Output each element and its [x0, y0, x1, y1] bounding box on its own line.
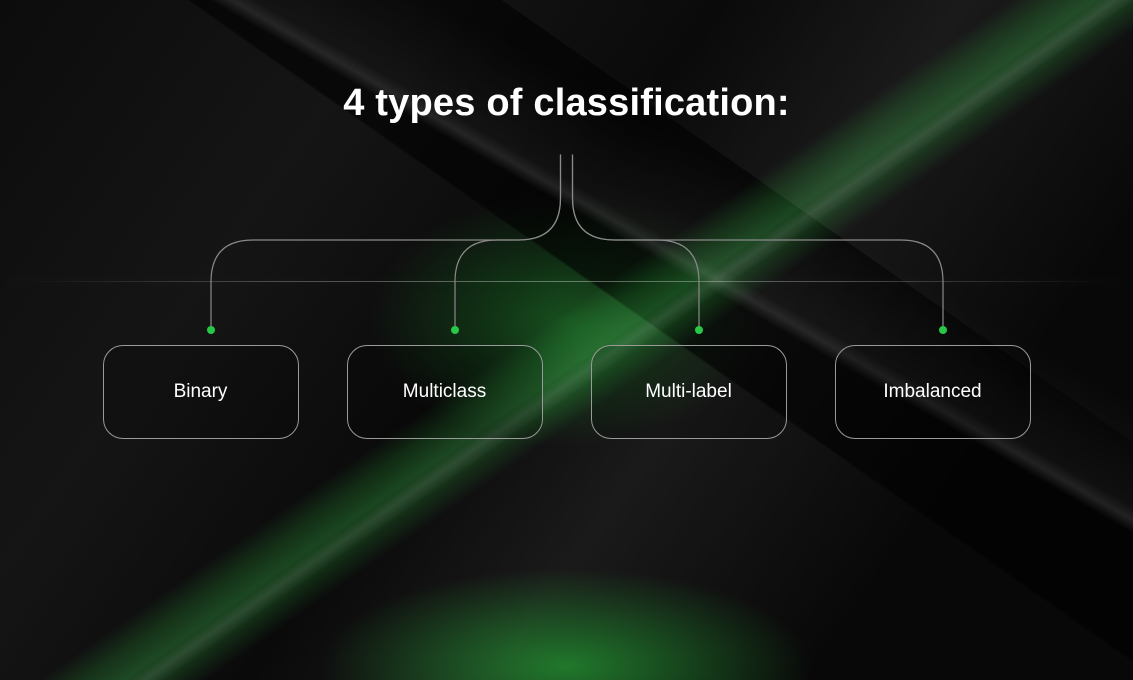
- connector-path: [455, 155, 561, 330]
- connector-path: [211, 155, 561, 330]
- connector-dot: [695, 326, 703, 334]
- connector-path: [573, 155, 700, 330]
- diagram-title: 4 types of classification:: [0, 82, 1133, 125]
- card-multiclass: Multiclass: [347, 345, 543, 439]
- card-multi-label: Multi-label: [591, 345, 787, 439]
- connector-dot: [451, 326, 459, 334]
- card-label: Multi-label: [645, 381, 732, 403]
- card-label: Binary: [174, 381, 228, 403]
- card-binary: Binary: [103, 345, 299, 439]
- connector-path: [573, 155, 944, 330]
- connector-dot: [207, 326, 215, 334]
- connector-dot: [939, 326, 947, 334]
- diagram: 4 types of classification: Binary Multicl…: [0, 0, 1133, 680]
- card-label: Multiclass: [403, 381, 486, 403]
- card-row: Binary Multiclass Multi-label Imbalanced: [0, 345, 1133, 439]
- card-label: Imbalanced: [883, 381, 981, 403]
- card-imbalanced: Imbalanced: [835, 345, 1031, 439]
